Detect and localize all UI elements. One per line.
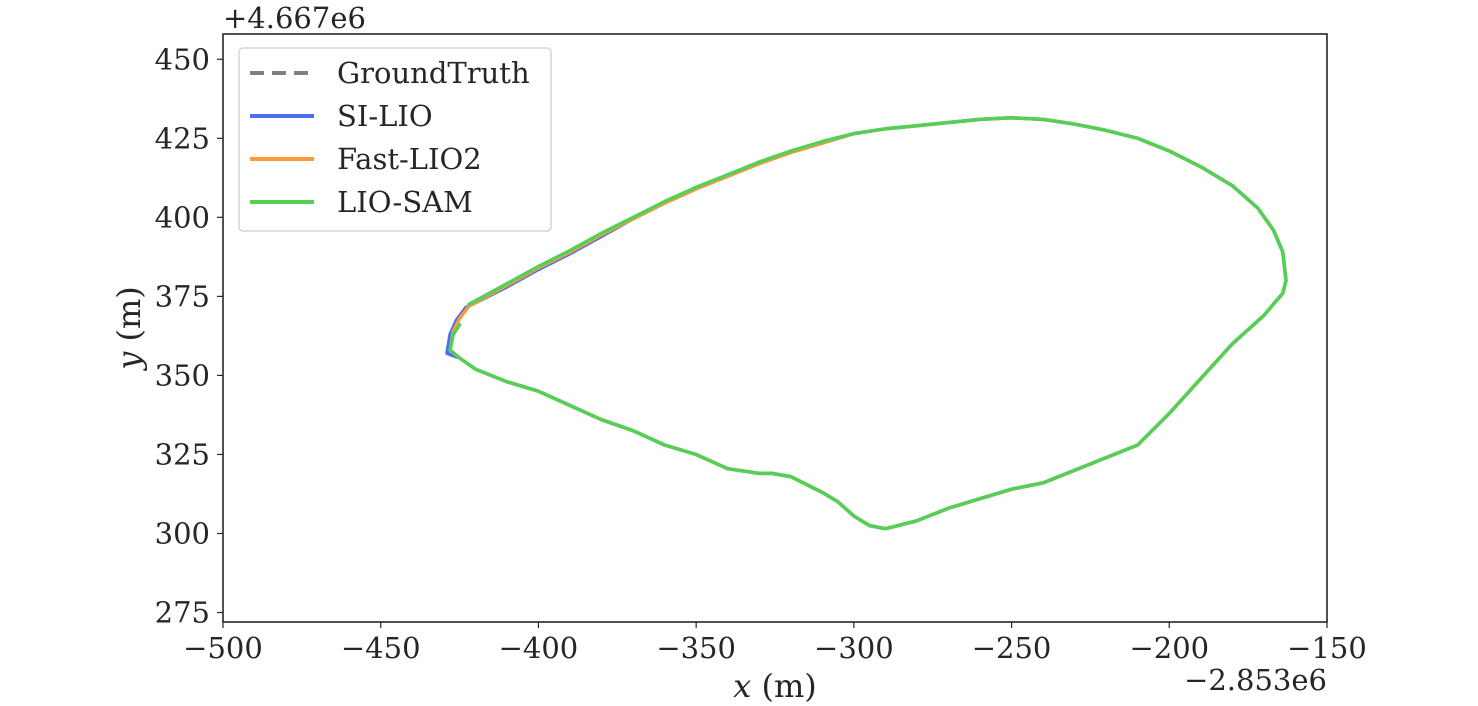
x-axis-ticks: −500 −450 −400 −350 −300 −250 −200 −150 — [183, 622, 1367, 665]
y-axis-var: y — [110, 351, 148, 372]
legend-label-lio-sam: LIO-SAM — [337, 185, 473, 219]
x-tick-label: −300 — [814, 631, 894, 665]
y-axis-unit: (m) — [110, 286, 148, 351]
x-tick-label: −500 — [183, 631, 263, 665]
x-tick-label: −400 — [499, 631, 579, 665]
y-tick-label: 325 — [155, 437, 210, 471]
y-tick-label: 375 — [155, 279, 210, 313]
y-offset-label: +4.667e6 — [223, 1, 366, 35]
y-tick-label: 450 — [155, 42, 210, 76]
y-tick-label: 350 — [155, 358, 210, 392]
x-offset-label: −2.853e6 — [1184, 663, 1327, 697]
series-line-fast-lio2 — [448, 116, 1288, 531]
y-axis-ticks: 275 300 325 350 375 400 425 450 — [155, 42, 223, 630]
x-tick-label: −250 — [972, 631, 1052, 665]
series-layer — [445, 116, 1288, 531]
x-axis-unit: (m) — [751, 667, 816, 705]
series-line-groundtruth — [448, 116, 1288, 531]
y-axis-label: y (m) — [110, 286, 148, 372]
plot-frame — [222, 33, 1328, 623]
legend: GroundTruth SI-LIO Fast-LIO2 LIO-SAM — [238, 47, 552, 232]
x-tick-label: −200 — [1129, 631, 1209, 665]
y-tick-label: 400 — [155, 200, 210, 234]
legend-label-si-lio: SI-LIO — [337, 99, 433, 133]
x-axis-label: x (m) — [733, 667, 817, 705]
legend-label-groundtruth: GroundTruth — [337, 56, 530, 90]
x-tick-label: −450 — [341, 631, 421, 665]
x-tick-label: −350 — [656, 631, 736, 665]
y-tick-label: 425 — [155, 121, 210, 155]
y-tick-label: 300 — [155, 516, 210, 550]
series-line-si-lio — [445, 116, 1288, 531]
x-axis-var: x — [733, 667, 751, 705]
y-tick-label: 275 — [155, 596, 210, 630]
x-tick-label: −150 — [1287, 631, 1367, 665]
legend-box — [238, 47, 552, 232]
legend-label-fast-lio2: Fast-LIO2 — [337, 142, 482, 176]
series-line-lio-sam — [448, 116, 1288, 531]
